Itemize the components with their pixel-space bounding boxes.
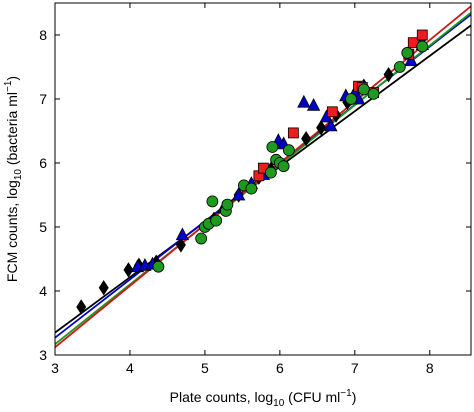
y-tick-label: 5 [39, 219, 47, 235]
circle-point [152, 260, 165, 273]
diamond-point [301, 130, 312, 147]
circle-point [277, 160, 290, 173]
circle-point [345, 93, 357, 105]
y-tick-label: 3 [39, 347, 47, 363]
diamond-point [123, 262, 134, 278]
triangle-point [231, 187, 246, 201]
x-axis-label: Plate counts, log10 (CFU ml−1) [170, 388, 357, 409]
y-tick-label: 4 [39, 283, 47, 299]
y-tick-label: 7 [39, 91, 47, 107]
axis-ticks: 3 4 5 6 7 8 3 4 5 6 7 8 [39, 3, 471, 376]
diamond-point [383, 66, 394, 83]
circle-point [266, 141, 279, 153]
x-tick-label: 6 [276, 360, 284, 376]
x-tick-label: 3 [51, 360, 59, 376]
triangle-point [175, 227, 190, 241]
circle-point [206, 195, 219, 208]
circle-point [416, 40, 429, 53]
y-axis-label: FCM counts, log10 (bacteria ml−1) [3, 76, 24, 282]
circle-point [221, 198, 234, 211]
y-tick-label: 6 [39, 155, 47, 171]
circle-point [245, 182, 258, 195]
x-tick-label: 8 [426, 360, 434, 376]
circle-point [401, 47, 414, 59]
diamond-point [76, 299, 87, 315]
circle-point [367, 87, 380, 100]
triangle-point [306, 98, 321, 111]
circle-point [210, 214, 223, 227]
diamond-point [316, 120, 327, 136]
circle-point [393, 61, 406, 73]
triangle-point [297, 94, 311, 108]
y-tick-label: 8 [39, 27, 47, 43]
square-point [287, 127, 299, 139]
x-tick-label: 7 [351, 360, 359, 376]
x-tick-label: 5 [201, 360, 209, 376]
triangle-point [324, 118, 338, 132]
plot-frame [54, 2, 472, 356]
triangle-point [404, 53, 418, 66]
circle-point [264, 166, 277, 179]
data-points [76, 29, 429, 315]
circle-point [357, 83, 370, 96]
diamond-point [98, 280, 109, 296]
circle-point [195, 232, 208, 245]
square-point [326, 106, 338, 118]
x-tick-label: 4 [126, 360, 134, 376]
diamond-point [175, 237, 186, 253]
square-point [416, 29, 428, 41]
circle-point [282, 144, 295, 157]
